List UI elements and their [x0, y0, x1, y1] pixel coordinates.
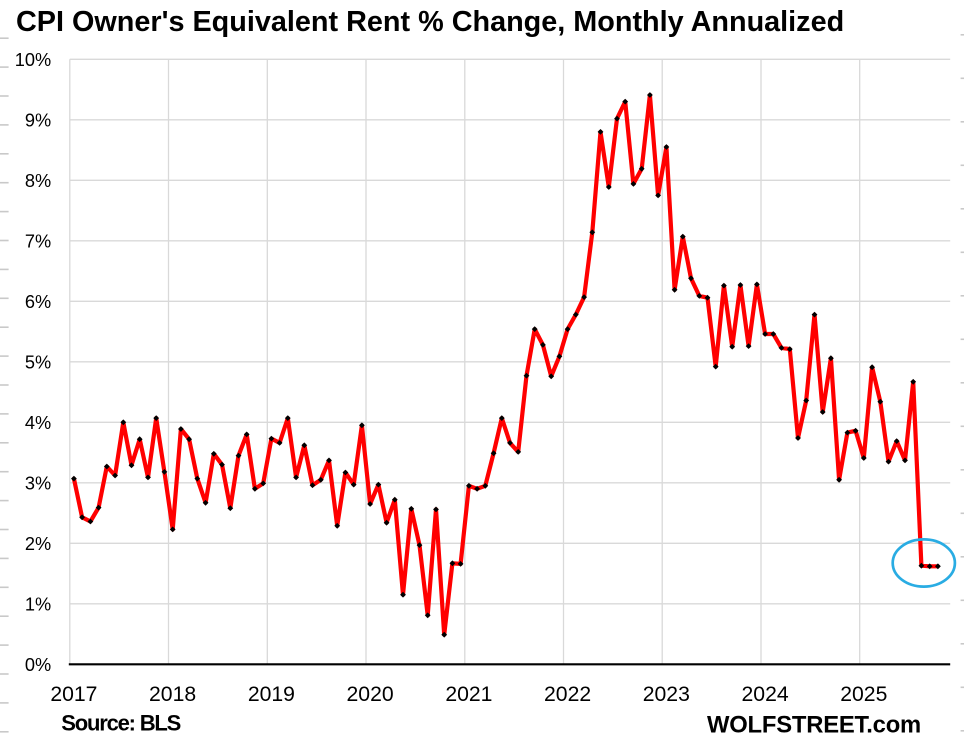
svg-text:WOLFSTREET.com: WOLFSTREET.com	[707, 712, 921, 739]
svg-text:2024: 2024	[742, 683, 789, 706]
svg-text:2023: 2023	[643, 683, 690, 706]
svg-text:8%: 8%	[25, 171, 51, 191]
svg-text:1%: 1%	[25, 594, 51, 614]
svg-text:2020: 2020	[347, 683, 394, 706]
svg-text:CPI Owner's Equivalent Rent %: CPI Owner's Equivalent Rent % Change, Mo…	[16, 6, 844, 38]
svg-text:3%: 3%	[25, 473, 51, 493]
svg-text:4%: 4%	[25, 413, 51, 433]
svg-text:2018: 2018	[149, 683, 196, 706]
svg-text:5%: 5%	[25, 352, 51, 372]
svg-text:2019: 2019	[248, 683, 295, 706]
svg-text:10%: 10%	[15, 50, 51, 70]
svg-text:2022: 2022	[544, 683, 591, 706]
svg-text:Source: BLS: Source: BLS	[61, 711, 180, 736]
svg-text:2025: 2025	[840, 683, 887, 706]
svg-text:2017: 2017	[50, 683, 97, 706]
svg-text:0%: 0%	[25, 655, 51, 675]
svg-text:9%: 9%	[25, 110, 51, 130]
svg-text:2021: 2021	[445, 683, 492, 706]
svg-text:7%: 7%	[25, 231, 51, 251]
svg-text:2%: 2%	[25, 534, 51, 554]
svg-text:6%: 6%	[25, 292, 51, 312]
